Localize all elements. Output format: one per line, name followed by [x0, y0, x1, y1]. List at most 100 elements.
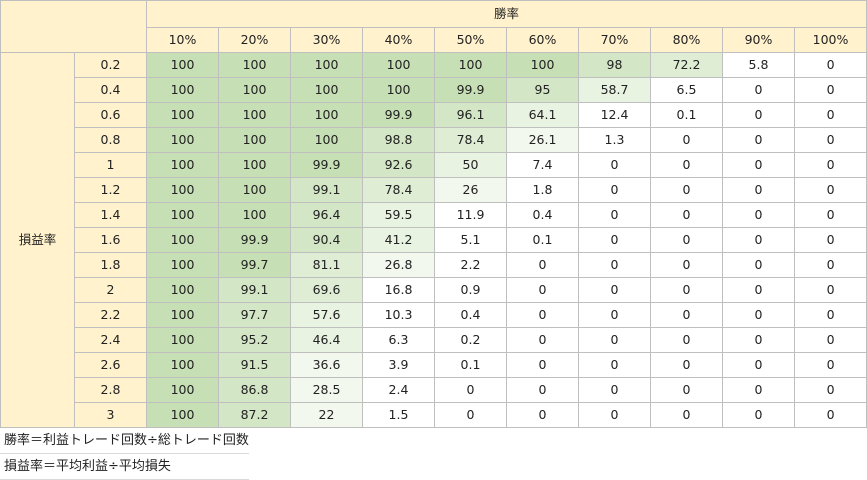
table-cell[interactable]: 100 — [146, 227, 219, 253]
table-cell[interactable]: 0 — [793, 302, 867, 328]
table-cell[interactable]: 26 — [434, 177, 507, 203]
table-cell[interactable]: 3.9 — [362, 352, 435, 378]
table-cell[interactable]: 0 — [578, 177, 651, 203]
row-header[interactable]: 1.4 — [74, 202, 147, 228]
table-cell[interactable]: 0 — [578, 352, 651, 378]
table-cell[interactable]: 1.8 — [506, 177, 579, 203]
table-cell[interactable]: 0 — [722, 277, 795, 303]
table-cell[interactable]: 0 — [650, 127, 723, 153]
table-cell[interactable]: 100 — [146, 352, 219, 378]
table-cell[interactable]: 100 — [218, 127, 291, 153]
column-header[interactable]: 100% — [793, 27, 867, 53]
table-cell[interactable]: 0 — [793, 102, 867, 128]
table-cell[interactable]: 100 — [146, 177, 219, 203]
table-cell[interactable]: 100 — [290, 102, 363, 128]
column-header[interactable]: 30% — [290, 27, 363, 53]
row-header[interactable]: 2 — [74, 277, 147, 303]
table-cell[interactable]: 95 — [506, 77, 579, 103]
table-cell[interactable]: 99.9 — [362, 102, 435, 128]
table-cell[interactable]: 100 — [218, 177, 291, 203]
table-cell[interactable]: 0 — [722, 77, 795, 103]
table-cell[interactable]: 96.4 — [290, 202, 363, 228]
table-cell[interactable]: 100 — [218, 52, 291, 78]
table-cell[interactable]: 0 — [650, 377, 723, 403]
table-cell[interactable]: 91.5 — [218, 352, 291, 378]
table-cell[interactable]: 0 — [578, 252, 651, 278]
table-cell[interactable]: 0 — [722, 177, 795, 203]
table-cell[interactable]: 0 — [793, 277, 867, 303]
table-cell[interactable]: 10.3 — [362, 302, 435, 328]
table-cell[interactable]: 100 — [146, 252, 219, 278]
win-rate-group-header[interactable]: 勝率 — [145, 0, 867, 28]
table-cell[interactable]: 0 — [793, 127, 867, 153]
table-cell[interactable]: 99.9 — [290, 152, 363, 178]
table-cell[interactable]: 41.2 — [362, 227, 435, 253]
table-cell[interactable]: 2.2 — [434, 252, 507, 278]
table-cell[interactable]: 0 — [506, 277, 579, 303]
table-cell[interactable]: 0 — [722, 402, 795, 428]
table-cell[interactable]: 99.1 — [290, 177, 363, 203]
column-header[interactable]: 20% — [218, 27, 291, 53]
table-cell[interactable]: 100 — [218, 102, 291, 128]
table-cell[interactable]: 46.4 — [290, 327, 363, 353]
table-cell[interactable]: 0 — [793, 152, 867, 178]
table-cell[interactable]: 0 — [506, 377, 579, 403]
table-cell[interactable]: 78.4 — [434, 127, 507, 153]
table-cell[interactable]: 0 — [650, 252, 723, 278]
table-cell[interactable]: 100 — [146, 327, 219, 353]
table-cell[interactable]: 100 — [218, 202, 291, 228]
column-header[interactable]: 10% — [146, 27, 219, 53]
table-cell[interactable]: 99.9 — [218, 227, 291, 253]
row-header[interactable]: 3 — [74, 402, 147, 428]
table-cell[interactable]: 100 — [146, 377, 219, 403]
row-header[interactable]: 0.2 — [74, 52, 147, 78]
table-cell[interactable]: 100 — [218, 152, 291, 178]
row-header[interactable]: 1.8 — [74, 252, 147, 278]
table-cell[interactable]: 26.8 — [362, 252, 435, 278]
table-cell[interactable]: 0 — [578, 202, 651, 228]
table-cell[interactable]: 0 — [650, 327, 723, 353]
table-cell[interactable]: 0 — [578, 152, 651, 178]
table-cell[interactable]: 0 — [793, 377, 867, 403]
table-cell[interactable]: 100 — [146, 152, 219, 178]
table-cell[interactable]: 0.4 — [434, 302, 507, 328]
table-cell[interactable]: 0 — [722, 127, 795, 153]
table-cell[interactable]: 0 — [506, 327, 579, 353]
table-cell[interactable]: 92.6 — [362, 152, 435, 178]
table-cell[interactable]: 81.1 — [290, 252, 363, 278]
table-cell[interactable]: 95.2 — [218, 327, 291, 353]
table-cell[interactable]: 100 — [506, 52, 579, 78]
table-cell[interactable]: 100 — [218, 77, 291, 103]
table-cell[interactable]: 0 — [650, 402, 723, 428]
row-header[interactable]: 2.6 — [74, 352, 147, 378]
table-cell[interactable]: 0 — [722, 152, 795, 178]
table-cell[interactable]: 0.4 — [506, 202, 579, 228]
table-cell[interactable]: 100 — [146, 202, 219, 228]
table-cell[interactable]: 69.6 — [290, 277, 363, 303]
table-cell[interactable]: 100 — [146, 402, 219, 428]
table-cell[interactable]: 0 — [578, 302, 651, 328]
table-cell[interactable]: 100 — [290, 77, 363, 103]
table-cell[interactable]: 86.8 — [218, 377, 291, 403]
table-cell[interactable]: 0 — [793, 177, 867, 203]
row-header[interactable]: 1.2 — [74, 177, 147, 203]
row-header[interactable]: 0.6 — [74, 102, 147, 128]
table-cell[interactable]: 2.4 — [362, 377, 435, 403]
table-cell[interactable]: 100 — [146, 127, 219, 153]
table-cell[interactable]: 0 — [793, 352, 867, 378]
table-cell[interactable]: 57.6 — [290, 302, 363, 328]
table-cell[interactable]: 12.4 — [578, 102, 651, 128]
table-cell[interactable]: 0 — [722, 202, 795, 228]
table-cell[interactable]: 0 — [650, 302, 723, 328]
table-cell[interactable]: 5.8 — [722, 52, 795, 78]
row-header[interactable]: 1 — [74, 152, 147, 178]
table-cell[interactable]: 96.1 — [434, 102, 507, 128]
table-cell[interactable]: 100 — [362, 52, 435, 78]
table-cell[interactable]: 59.5 — [362, 202, 435, 228]
row-header[interactable]: 0.8 — [74, 127, 147, 153]
table-cell[interactable]: 6.5 — [650, 77, 723, 103]
row-header[interactable]: 2.2 — [74, 302, 147, 328]
column-header[interactable]: 70% — [578, 27, 651, 53]
table-cell[interactable]: 100 — [146, 77, 219, 103]
table-cell[interactable]: 11.9 — [434, 202, 507, 228]
